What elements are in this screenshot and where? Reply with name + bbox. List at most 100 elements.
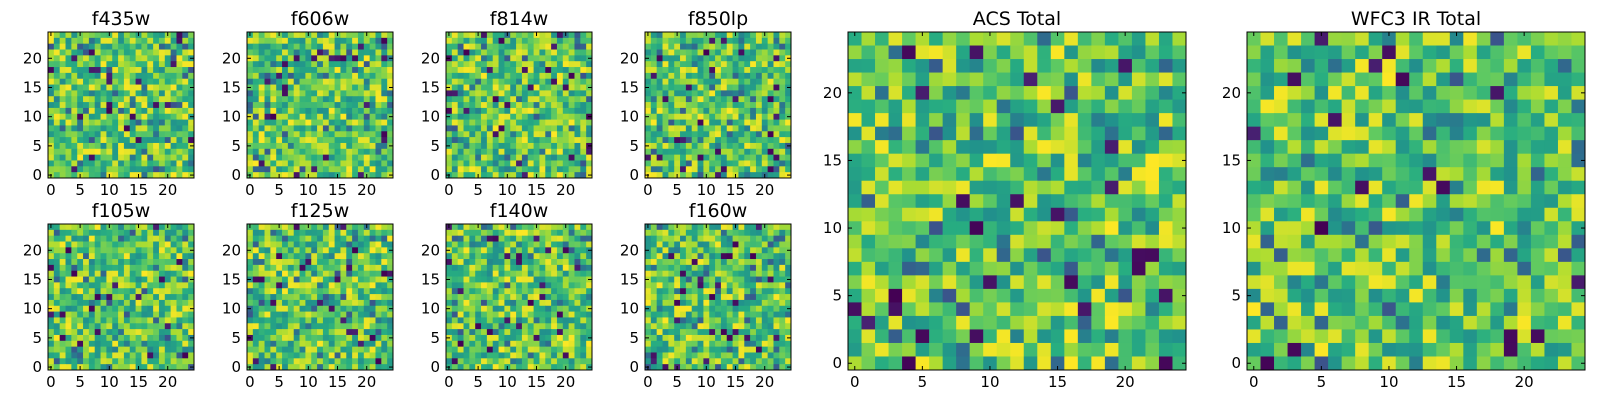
heatmap-cell bbox=[129, 329, 136, 336]
heatmap-cell bbox=[580, 299, 587, 307]
heatmap-cell bbox=[580, 253, 587, 260]
heatmap-cell bbox=[247, 49, 254, 56]
heatmap-cell bbox=[463, 323, 470, 330]
heatmap-cell bbox=[527, 61, 534, 68]
heatmap-cell bbox=[164, 49, 172, 56]
heatmap-cell bbox=[264, 142, 271, 150]
heatmap-cell bbox=[451, 317, 459, 324]
heatmap-cell bbox=[551, 172, 558, 179]
heatmap-cell bbox=[761, 264, 769, 272]
heatmap-cell bbox=[170, 264, 177, 272]
heatmap-cell bbox=[153, 253, 160, 260]
heatmap-cell bbox=[369, 305, 376, 312]
heatmap-cell bbox=[475, 352, 482, 359]
heatmap-cell bbox=[492, 364, 499, 371]
heatmap-cell bbox=[328, 37, 335, 45]
heatmap-cell bbox=[100, 270, 107, 277]
heatmap-cell bbox=[691, 276, 698, 283]
heatmap-cell bbox=[691, 32, 698, 39]
heatmap-cell bbox=[761, 125, 769, 132]
heatmap-cell bbox=[556, 113, 564, 120]
heatmap-cell bbox=[375, 259, 382, 266]
heatmap-cell bbox=[556, 72, 564, 80]
heatmap-cell bbox=[580, 90, 587, 97]
heatmap-cell bbox=[674, 259, 681, 266]
heatmap-cell bbox=[481, 282, 488, 289]
heatmap-cell bbox=[129, 49, 136, 56]
heatmap-cell bbox=[738, 270, 745, 277]
heatmap-cell bbox=[498, 32, 505, 39]
heatmap-cell bbox=[709, 137, 716, 144]
heatmap-cell bbox=[387, 241, 394, 248]
heatmap-cell bbox=[352, 172, 359, 179]
heatmap-cell bbox=[158, 142, 166, 150]
y-tick-label: 0 bbox=[32, 358, 42, 376]
heatmap-cell bbox=[492, 61, 499, 68]
heatmap-cell bbox=[299, 72, 306, 80]
heatmap-cell bbox=[545, 78, 552, 85]
heatmap-cell bbox=[645, 259, 652, 266]
heatmap-cell bbox=[100, 172, 107, 179]
heatmap-cell bbox=[293, 288, 300, 295]
heatmap-cell bbox=[656, 72, 663, 80]
heatmap-cell bbox=[88, 270, 96, 277]
heatmap-cell bbox=[720, 270, 728, 277]
heatmap-cell bbox=[112, 311, 119, 318]
heatmap-cell bbox=[650, 224, 658, 231]
heatmap-cell bbox=[562, 131, 570, 138]
heatmap-cell bbox=[141, 37, 148, 45]
heatmap-cell bbox=[469, 282, 476, 289]
heatmap-cell bbox=[328, 78, 335, 85]
heatmap-cell bbox=[533, 305, 540, 312]
heatmap-cell bbox=[703, 78, 710, 85]
heatmap-cell bbox=[469, 340, 476, 348]
heatmap-cell bbox=[568, 305, 575, 312]
heatmap-cell bbox=[352, 148, 359, 156]
heatmap-cell bbox=[357, 72, 365, 80]
heatmap-cell bbox=[469, 276, 476, 283]
heatmap-cell bbox=[469, 166, 476, 173]
heatmap-cell bbox=[88, 294, 96, 301]
heatmap-cell bbox=[715, 72, 722, 80]
heatmap-cell bbox=[656, 90, 663, 97]
heatmap-cell bbox=[141, 43, 148, 50]
heatmap-cell bbox=[369, 241, 376, 248]
heatmap-cell bbox=[551, 317, 558, 324]
heatmap-cell bbox=[726, 32, 733, 39]
y-tick-label: 5 bbox=[629, 137, 639, 155]
heatmap-cell bbox=[744, 259, 751, 266]
heatmap-cell bbox=[703, 142, 710, 150]
heatmap-cell bbox=[53, 43, 61, 50]
heatmap-cell bbox=[258, 67, 265, 74]
heatmap-cell bbox=[481, 276, 488, 283]
heatmap-cell bbox=[709, 259, 716, 266]
heatmap-cell bbox=[77, 317, 84, 324]
heatmap-cell bbox=[247, 96, 254, 103]
heatmap-cell bbox=[270, 148, 277, 156]
heatmap-cell bbox=[533, 119, 540, 126]
heatmap-cell bbox=[656, 107, 663, 115]
heatmap-cell bbox=[668, 125, 675, 132]
heatmap-cell bbox=[282, 78, 289, 85]
heatmap-cell bbox=[346, 358, 353, 365]
heatmap-cell bbox=[703, 166, 710, 173]
heatmap-cell bbox=[334, 148, 341, 156]
heatmap-cell bbox=[720, 166, 728, 173]
heatmap-cell bbox=[112, 282, 119, 289]
heatmap-cell bbox=[580, 329, 587, 336]
heatmap-cell bbox=[164, 90, 172, 97]
heatmap-cell bbox=[135, 276, 142, 283]
heatmap-cell bbox=[656, 55, 663, 62]
heatmap-cell bbox=[164, 125, 172, 132]
heatmap-cell bbox=[141, 294, 148, 301]
heatmap-cell bbox=[106, 253, 113, 260]
heatmap-cell bbox=[755, 253, 763, 260]
heatmap-cell bbox=[586, 340, 593, 348]
heatmap-cell bbox=[492, 329, 499, 336]
heatmap-cell bbox=[533, 61, 540, 68]
heatmap-cell bbox=[533, 340, 540, 348]
x-tick-label: 5 bbox=[75, 373, 85, 391]
heatmap-cell bbox=[680, 299, 687, 307]
heatmap-cell bbox=[650, 172, 658, 179]
heatmap-cell bbox=[656, 137, 663, 144]
